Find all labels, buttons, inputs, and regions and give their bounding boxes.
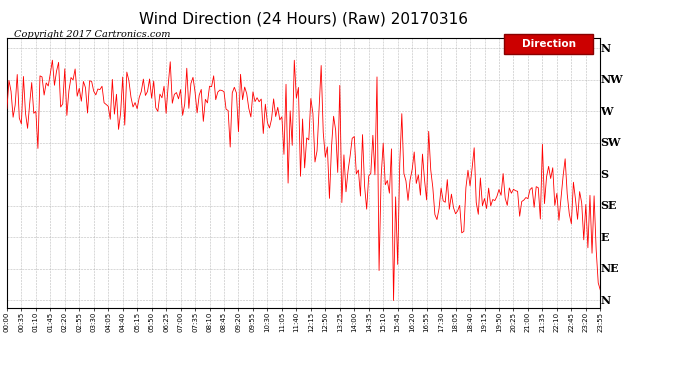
Text: Direction: Direction xyxy=(522,39,575,49)
Text: NW: NW xyxy=(600,74,623,85)
Text: SE: SE xyxy=(600,200,617,211)
Text: Copyright 2017 Cartronics.com: Copyright 2017 Cartronics.com xyxy=(14,30,170,39)
Text: S: S xyxy=(600,169,609,180)
Text: W: W xyxy=(600,106,613,117)
Text: N: N xyxy=(600,295,611,306)
Text: Wind Direction (24 Hours) (Raw) 20170316: Wind Direction (24 Hours) (Raw) 20170316 xyxy=(139,11,468,26)
Text: SW: SW xyxy=(600,137,621,148)
Text: NE: NE xyxy=(600,263,619,274)
Text: E: E xyxy=(600,232,609,243)
Text: N: N xyxy=(600,42,611,54)
